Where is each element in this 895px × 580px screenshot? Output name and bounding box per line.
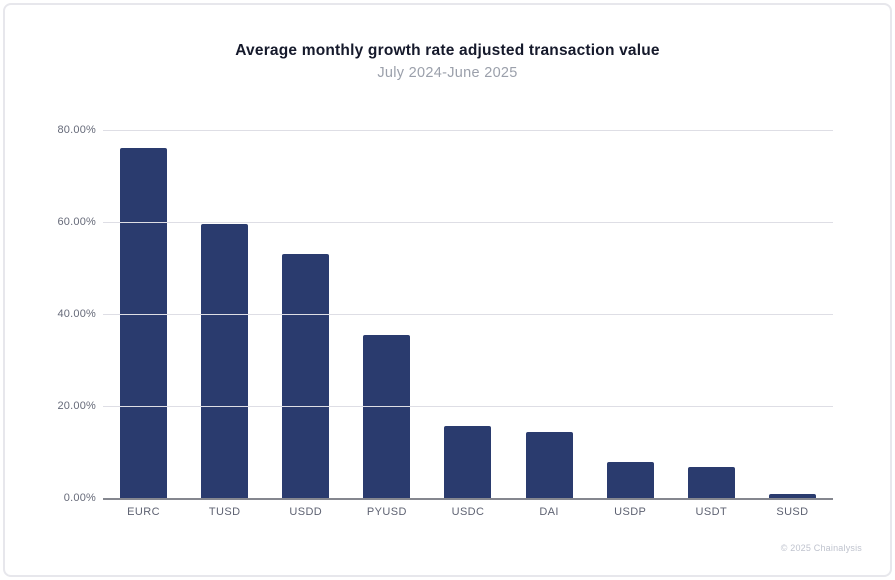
bar-slot xyxy=(265,130,346,498)
bar-slot xyxy=(590,130,671,498)
x-tick-label: EURC xyxy=(127,506,160,518)
bar-tusd xyxy=(201,223,249,498)
chart-title: Average monthly growth rate adjusted tra… xyxy=(235,42,660,59)
bar-slot xyxy=(346,130,427,498)
bar-slot xyxy=(427,130,508,498)
y-tick-label: 80.00% xyxy=(57,124,96,136)
bar-pyusd xyxy=(363,334,411,498)
bar-slot xyxy=(184,130,265,498)
gridline xyxy=(103,314,833,315)
y-tick-label: 40.00% xyxy=(57,308,96,320)
x-tick-label: USDP xyxy=(614,506,647,518)
x-axis-tick-labels: EURC TUSD USDD PYUSD USDC DAI USDP USDT SUSD xyxy=(103,506,833,518)
bar-susd xyxy=(768,493,816,498)
gridline xyxy=(103,406,833,407)
plot-area xyxy=(103,130,833,500)
bar-slot xyxy=(509,130,590,498)
x-tick-label: PYUSD xyxy=(366,506,407,518)
bar-slot xyxy=(103,130,184,498)
x-tick-label: USDD xyxy=(289,506,323,518)
y-tick-label: 20.00% xyxy=(57,400,96,412)
bar-slot xyxy=(752,130,833,498)
x-tick-label: TUSD xyxy=(208,506,241,518)
y-tick-label: 60.00% xyxy=(57,216,96,228)
bar-usdt xyxy=(687,466,735,498)
y-tick-label: 0.00% xyxy=(63,492,96,504)
copyright-credit: © 2025 Chainalysis xyxy=(780,543,862,553)
bar-usdd xyxy=(282,253,330,498)
bar-usdp xyxy=(606,462,654,498)
bar-eurc xyxy=(120,147,168,498)
bar-slot xyxy=(671,130,752,498)
chart-subtitle: July 2024-June 2025 xyxy=(377,65,518,81)
bar-dai xyxy=(525,431,573,498)
x-tick-label: USDT xyxy=(695,506,728,518)
x-tick-label: DAI xyxy=(539,506,559,518)
y-axis-tick-labels: 80.00% 60.00% 40.00% 20.00% 0.00% xyxy=(30,0,96,580)
bar-usdc xyxy=(444,426,492,498)
x-tick-label: SUSD xyxy=(776,506,809,518)
bar-series xyxy=(103,130,833,498)
gridline xyxy=(103,222,833,223)
x-tick-label: USDC xyxy=(451,506,485,518)
gridline xyxy=(103,130,833,131)
